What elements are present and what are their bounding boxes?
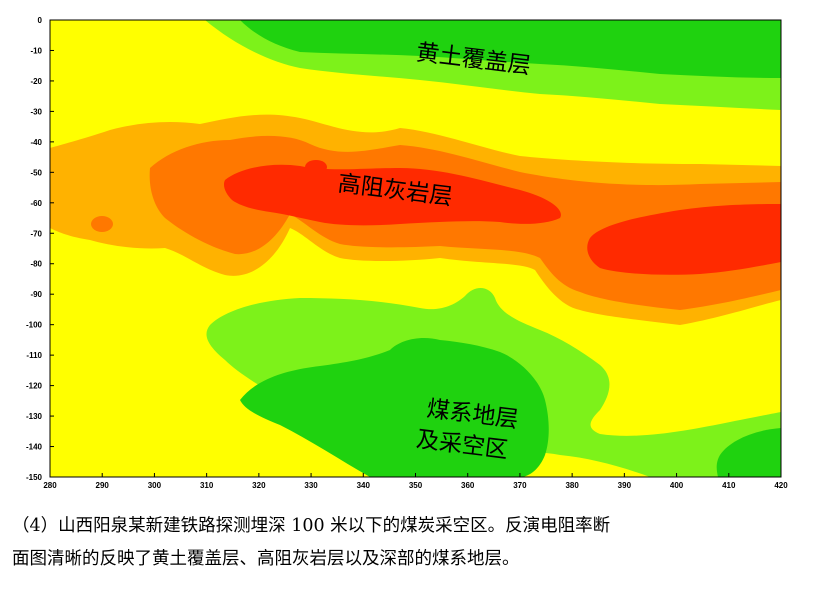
x-tick-label: 380 [565, 481, 579, 490]
x-tick-label: 360 [461, 481, 475, 490]
contour-loess-dark [240, 20, 781, 78]
y-tick-label: -30 [30, 107, 42, 116]
contour-coal-dark-right [716, 428, 781, 477]
x-tick-label: 300 [148, 481, 162, 490]
y-tick-label: -60 [30, 199, 42, 208]
contour-coal-dark [240, 338, 549, 477]
y-tick-label: -110 [26, 351, 42, 360]
caption-line-1: （4）山西阳泉某新建铁路探测埋深 100 米以下的煤炭采空区。反演电阻率断 [12, 516, 611, 536]
y-tick-label: -80 [30, 260, 42, 269]
resistivity-section-chart: 0 -10 -20 -30 -40 -50 -60 -70 -80 -90 -100 -110 -120… [26, 16, 788, 490]
y-tick-label: -50 [30, 168, 42, 177]
x-tick-label: 420 [774, 481, 788, 490]
y-tick-label: -40 [30, 138, 42, 147]
contour-fill [50, 20, 781, 477]
contour-small-red-blob [305, 160, 327, 174]
x-tick-label: 390 [618, 481, 632, 490]
x-tick-label: 330 [304, 481, 318, 490]
x-tick-label: 290 [96, 481, 110, 490]
y-tick-label: -90 [30, 290, 42, 299]
y-axis: 0 -10 -20 -30 -40 -50 -60 -70 -80 -90 -100 -110 -120… [26, 16, 54, 482]
y-tick-label: -140 [26, 443, 43, 452]
y-tick-label: -70 [30, 229, 42, 238]
caption-line-2: 面图清晰的反映了黄土覆盖层、高阻灰岩层以及深部的煤系地层。 [12, 549, 520, 569]
x-tick-label: 350 [409, 481, 423, 490]
y-tick-label: -150 [26, 473, 43, 482]
x-axis: 280 290 300 310 320 330 340 350 360 370 380 390 400 4… [43, 473, 788, 490]
x-tick-label: 310 [200, 481, 214, 490]
y-tick-label: -10 [30, 46, 42, 55]
y-tick-label: -130 [26, 412, 43, 421]
y-tick-label: 0 [38, 16, 43, 25]
x-tick-label: 370 [513, 481, 527, 490]
contour-small-orange-blob [91, 216, 113, 232]
y-tick-label: -20 [30, 77, 42, 86]
figure-caption: （4）山西阳泉某新建铁路探测埋深 100 米以下的煤炭采空区。反演电阻率断 面图… [12, 510, 820, 576]
x-tick-label: 410 [722, 481, 736, 490]
contour-limestone-red-left [223, 164, 561, 226]
y-tick-label: -100 [26, 321, 43, 330]
x-tick-label: 400 [670, 481, 684, 490]
x-tick-label: 280 [43, 481, 57, 490]
x-tick-label: 340 [357, 481, 371, 490]
y-tick-label: -120 [26, 382, 43, 391]
contour-limestone-red-right [587, 204, 781, 275]
x-tick-label: 320 [252, 481, 266, 490]
